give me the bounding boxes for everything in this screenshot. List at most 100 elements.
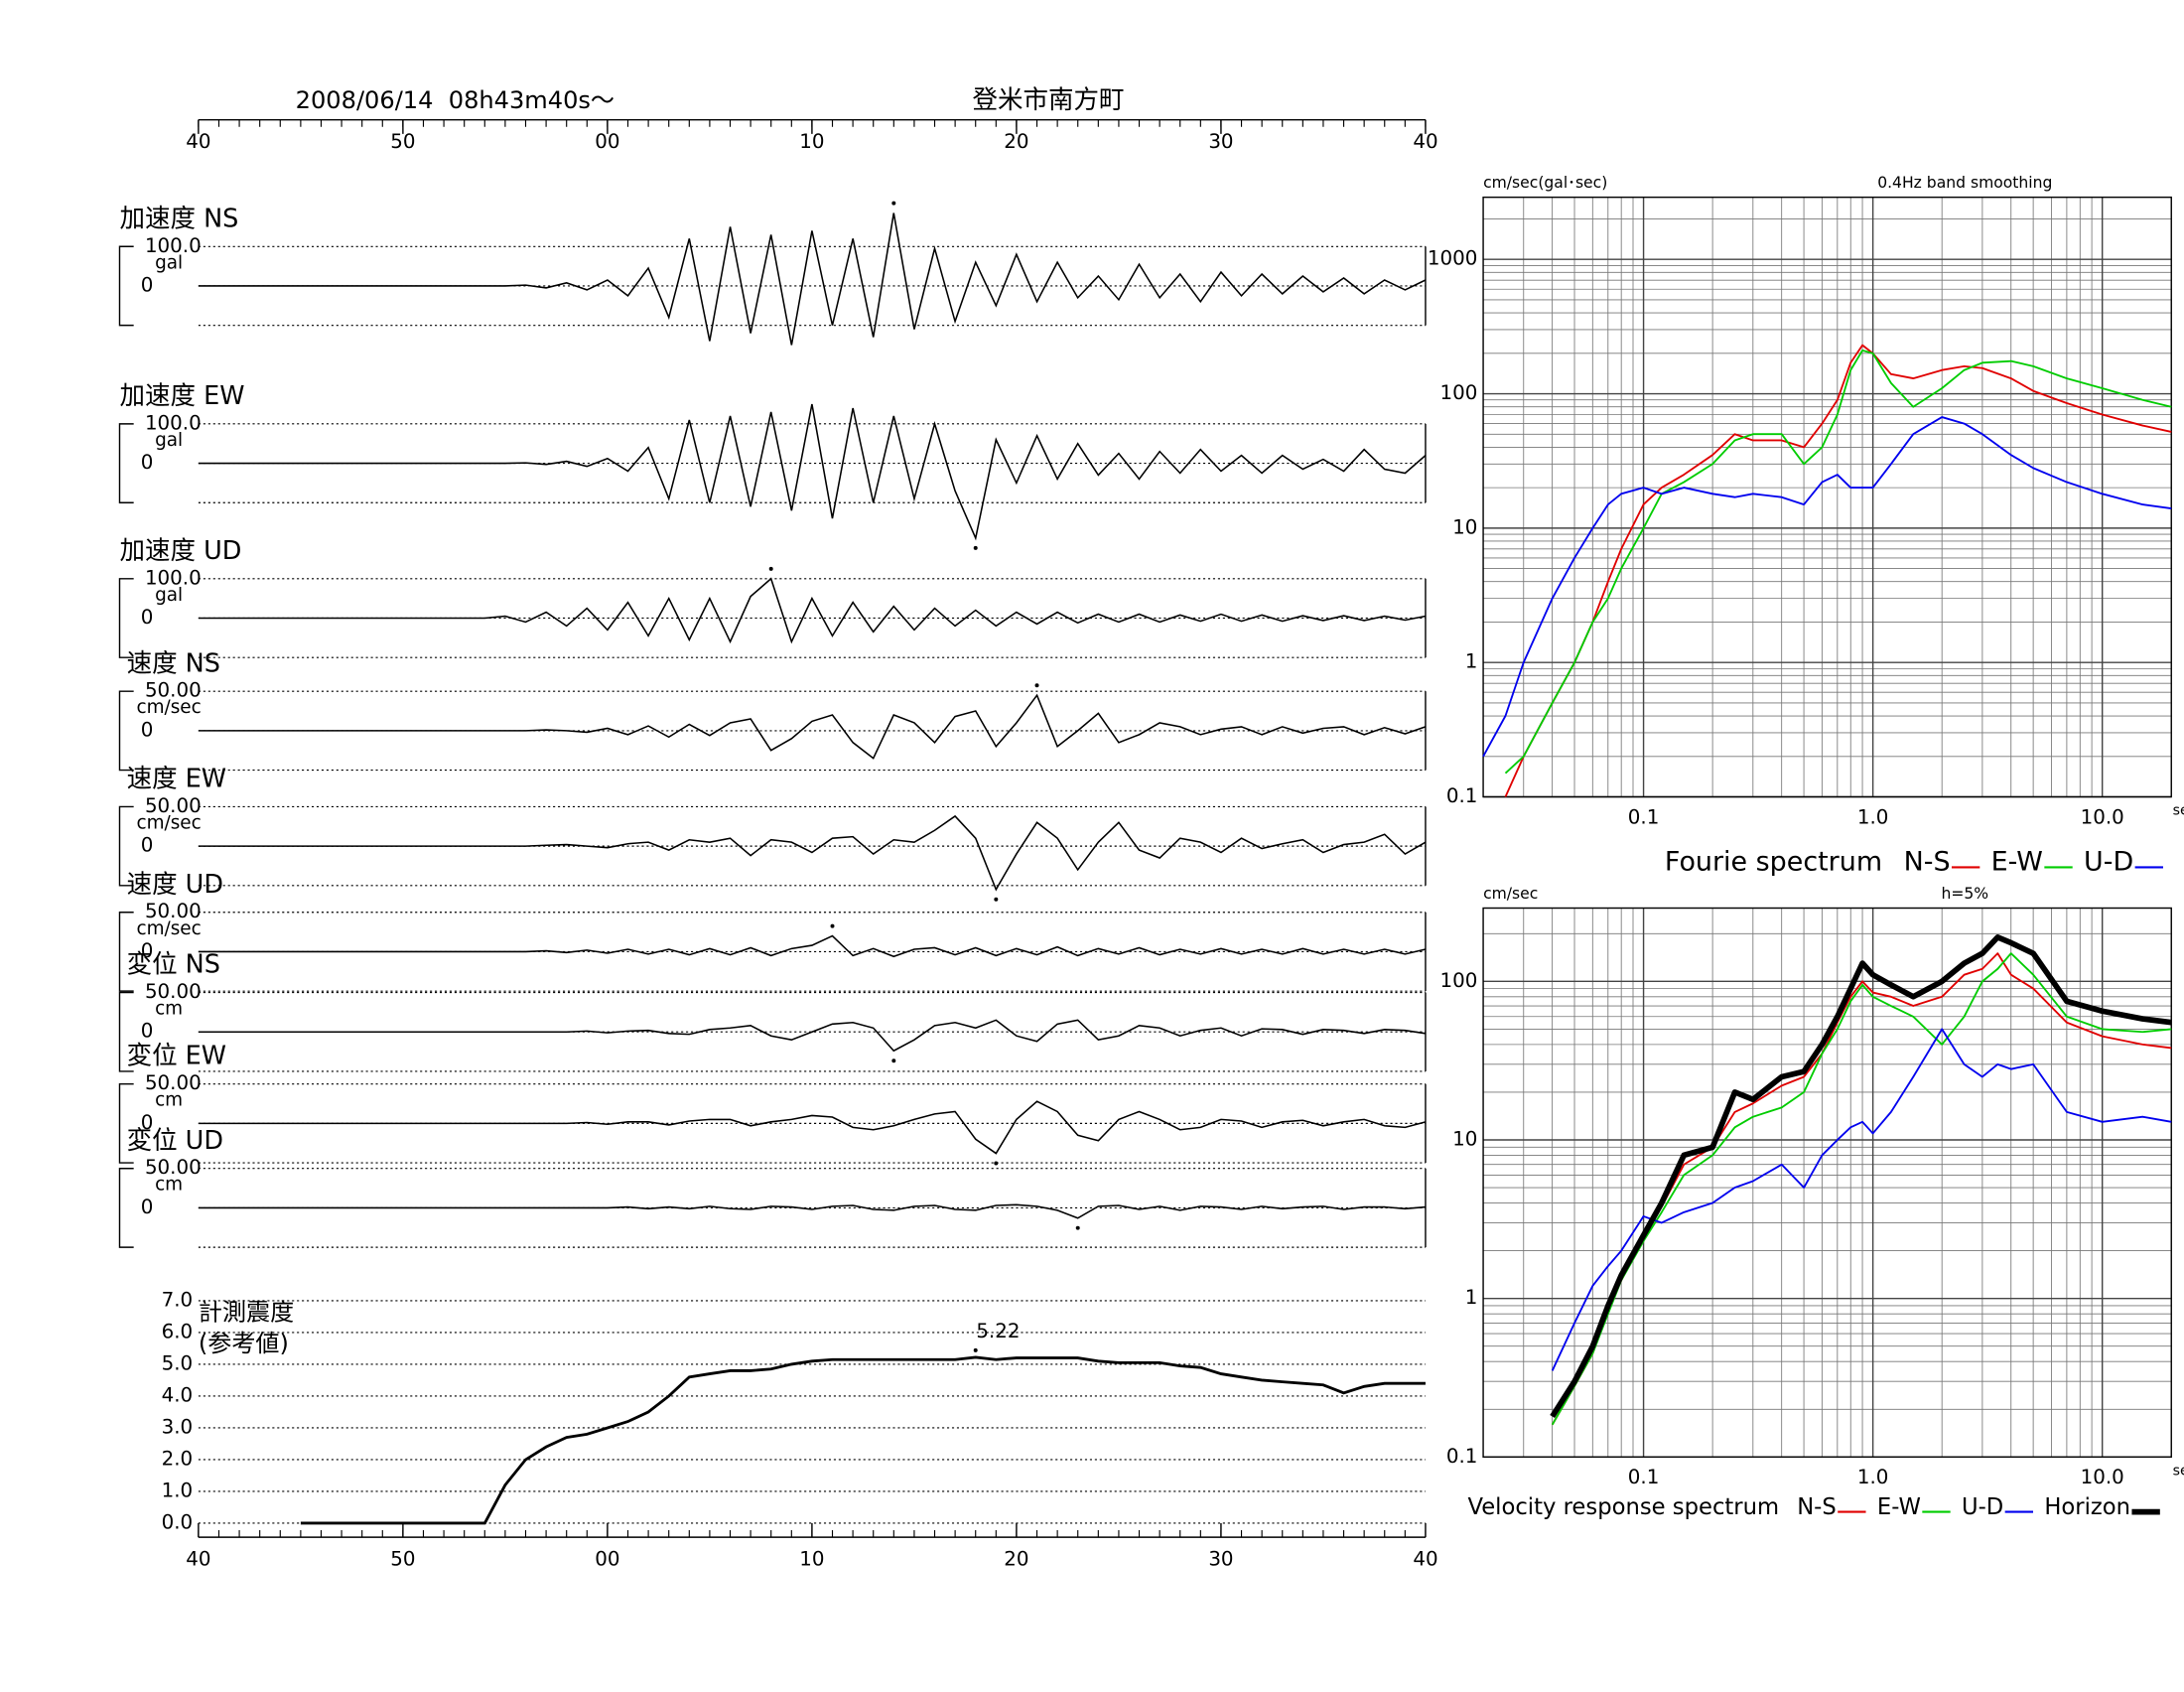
- record-time: 2008/06/14 08h43m40s〜: [296, 86, 614, 114]
- panel-label: 速度 NS: [127, 648, 220, 678]
- y-tick-label: 50.00: [145, 1071, 202, 1094]
- peak-dot: [973, 545, 978, 550]
- y-tick-label: 3.0: [162, 1415, 194, 1438]
- x-tick-label: 30: [1208, 1547, 1233, 1570]
- y-tick-label: 100: [1440, 969, 1478, 992]
- legend-label: E-W: [1877, 1494, 1921, 1520]
- y-tick-label: 5.0: [162, 1351, 194, 1374]
- panel-bracket: [118, 1082, 134, 1164]
- x-tick-label: 0.1: [1628, 805, 1660, 828]
- panel-label: 変位 NS: [127, 950, 220, 980]
- waveform-trace: [198, 1019, 1427, 1053]
- x-tick-label: 20: [1004, 1547, 1028, 1570]
- legend-title: Fourie spectrum: [1665, 847, 1882, 878]
- legend-label: N-S: [1904, 847, 1951, 878]
- y-tick-label: 10: [1452, 515, 1477, 538]
- y-tick-label: 1.0: [162, 1479, 194, 1501]
- spectrum-line: [1504, 344, 2172, 797]
- x-tick-label: 10.0: [2081, 805, 2124, 828]
- unit-label: gal: [155, 430, 183, 451]
- waveform-trace: [198, 693, 1427, 760]
- y-tick-label: 2.0: [162, 1447, 194, 1470]
- waveform-trace: [198, 1100, 1427, 1155]
- panel-label: 加速度 EW: [119, 381, 244, 411]
- y-tick-label: 0.1: [1446, 784, 1478, 807]
- panel-label: 速度 UD: [127, 870, 223, 900]
- waveform-trace: [198, 814, 1427, 892]
- panel-label: 変位 EW: [127, 1042, 226, 1071]
- intensity-line: [300, 1355, 1426, 1525]
- y-tick-label: 0: [141, 1111, 154, 1134]
- unit-label: cm: [155, 1175, 183, 1196]
- y-tick-label: 7.0: [162, 1288, 194, 1311]
- peak-dot: [768, 566, 773, 571]
- y-tick-label: 6.0: [162, 1320, 194, 1342]
- x-tick-label: 40: [1413, 130, 1437, 153]
- panel-bracket: [118, 991, 134, 1072]
- spectrum-line: [1482, 416, 2172, 758]
- x-tick-label: 40: [186, 130, 210, 153]
- y-tick-label: 100.0: [145, 234, 202, 257]
- y-tick-label: 4.0: [162, 1383, 194, 1406]
- panel-bracket: [118, 690, 134, 772]
- x-axis-label: sec: [2173, 803, 2184, 819]
- chart-subtitle: 0.4Hz band smoothing: [1877, 174, 2052, 192]
- waveform-trace: [198, 577, 1427, 644]
- y-tick-label: 0: [141, 834, 154, 857]
- x-tick-label: 20: [1004, 130, 1028, 153]
- peak-label: 5.22: [976, 1320, 1020, 1342]
- y-tick-label: 1: [1465, 650, 1478, 673]
- spectrum-line: [1550, 934, 2172, 1419]
- peak-dot: [891, 1058, 896, 1063]
- panel-bracket: [118, 1168, 134, 1248]
- legend-label: E-W: [1991, 847, 2043, 878]
- y-tick-label: 0: [141, 1196, 154, 1218]
- x-tick-label: 1.0: [1857, 1466, 1889, 1488]
- panel-label: 加速度 NS: [119, 204, 238, 233]
- y-tick-label: 0: [141, 606, 154, 629]
- panel-bracket: [118, 805, 134, 887]
- y-tick-label: 0: [141, 718, 154, 741]
- unit-label: cm/sec: [136, 812, 201, 833]
- panel-bracket: [118, 578, 134, 658]
- x-tick-label: 1.0: [1857, 805, 1889, 828]
- x-tick-label: 40: [1413, 1547, 1437, 1570]
- unit-label: cm: [155, 999, 183, 1020]
- y-tick-label: 50.00: [145, 794, 202, 817]
- x-tick-label: 10: [799, 130, 824, 153]
- y-tick-label: 0.1: [1446, 1445, 1478, 1468]
- legend-label: N-S: [1797, 1494, 1837, 1520]
- legend-title: Velocity response spectrum: [1467, 1494, 1779, 1520]
- x-tick-label: 40: [186, 1547, 210, 1570]
- peak-dot: [994, 1161, 999, 1166]
- peak-dot: [891, 201, 896, 206]
- y-tick-label: 0: [141, 451, 154, 474]
- station-name: 登米市南方町: [973, 85, 1125, 115]
- panel-bracket: [118, 423, 134, 503]
- x-tick-label: 10: [799, 1547, 824, 1570]
- legend-label: U-D: [2084, 847, 2133, 878]
- unit-label: gal: [155, 585, 183, 606]
- chart-subtitle: h=5%: [1941, 885, 1988, 903]
- x-tick-label: 30: [1208, 130, 1233, 153]
- y-tick-label: 100.0: [145, 411, 202, 434]
- y-tick-label: 100: [1440, 381, 1478, 404]
- peak-dot: [1034, 683, 1039, 688]
- y-tick-label: 0: [141, 939, 154, 962]
- legend-label: Horizon: [2044, 1494, 2130, 1520]
- panel-bracket: [118, 245, 134, 327]
- y-tick-label: 1: [1465, 1286, 1478, 1309]
- chart-title: 計測震度: [199, 1299, 294, 1327]
- spectrum-line: [1504, 349, 2172, 775]
- y-tick-label: 10: [1452, 1127, 1477, 1150]
- peak-dot: [1075, 1225, 1080, 1230]
- waveform-trace: [198, 1203, 1427, 1219]
- x-axis-label: sec: [2173, 1464, 2184, 1480]
- plot-frame: [1482, 196, 2172, 798]
- y-tick-label: 0: [141, 273, 154, 296]
- y-tick-label: 50.00: [145, 679, 202, 702]
- spectrum-line: [1551, 1028, 2172, 1371]
